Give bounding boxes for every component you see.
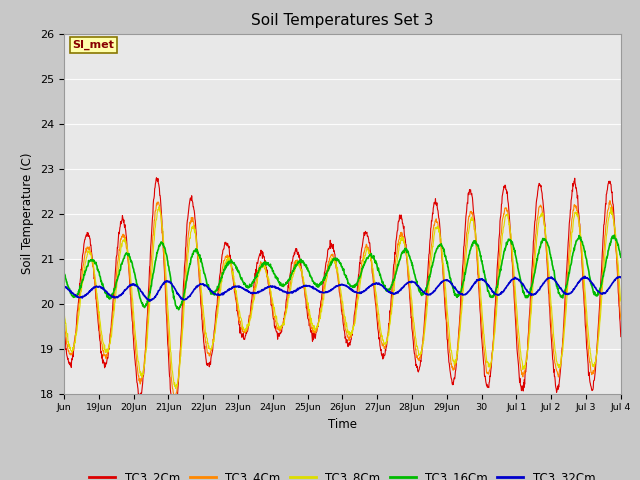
Line: TC3_32Cm: TC3_32Cm — [64, 276, 621, 301]
TC3_8Cm — [60, 310, 68, 316]
TC3_32Cm — [317, 289, 325, 295]
TC3_16Cm — [175, 307, 182, 312]
TC3_16Cm — [611, 232, 618, 238]
TC3_2Cm — [318, 291, 326, 297]
Line: TC3_4Cm: TC3_4Cm — [64, 201, 621, 397]
Line: TC3_16Cm: TC3_16Cm — [64, 235, 621, 310]
TC3_8Cm — [172, 385, 180, 391]
TC3_32Cm — [556, 285, 563, 290]
TC3_32Cm — [474, 277, 482, 283]
TC3_8Cm — [474, 260, 482, 266]
TC3_8Cm — [147, 282, 155, 288]
TC3_4Cm — [147, 260, 155, 266]
TC3_2Cm — [474, 273, 482, 278]
Text: SI_met: SI_met — [72, 40, 114, 50]
Y-axis label: Soil Temperature (C): Soil Temperature (C) — [22, 153, 35, 275]
TC3_8Cm — [155, 204, 163, 209]
TC3_16Cm — [147, 283, 155, 289]
TC3_4Cm — [171, 395, 179, 400]
TC3_4Cm — [611, 224, 618, 230]
TC3_2Cm — [556, 373, 564, 379]
TC3_32Cm — [60, 284, 68, 290]
TC3_4Cm — [60, 321, 68, 326]
TC3_32Cm — [617, 275, 625, 280]
TC3_16Cm — [617, 254, 625, 260]
TC3_4Cm — [556, 368, 563, 374]
TC3_2Cm — [153, 175, 161, 180]
Legend: TC3_2Cm, TC3_4Cm, TC3_8Cm, TC3_16Cm, TC3_32Cm: TC3_2Cm, TC3_4Cm, TC3_8Cm, TC3_16Cm, TC3… — [84, 466, 600, 480]
TC3_4Cm — [617, 316, 625, 322]
TC3_2Cm — [147, 240, 155, 245]
TC3_16Cm — [317, 279, 325, 285]
X-axis label: Time: Time — [328, 418, 357, 431]
TC3_16Cm — [556, 291, 563, 297]
TC3_32Cm — [328, 287, 336, 292]
TC3_8Cm — [318, 305, 326, 311]
TC3_2Cm — [170, 414, 178, 420]
TC3_16Cm — [60, 269, 68, 275]
TC3_4Cm — [317, 302, 325, 308]
TC3_16Cm — [610, 234, 618, 240]
TC3_2Cm — [611, 217, 618, 223]
TC3_8Cm — [328, 257, 336, 263]
TC3_2Cm — [617, 334, 625, 339]
Title: Soil Temperatures Set 3: Soil Temperatures Set 3 — [251, 13, 434, 28]
TC3_8Cm — [556, 363, 564, 369]
TC3_32Cm — [148, 298, 156, 303]
Line: TC3_8Cm: TC3_8Cm — [64, 206, 621, 388]
TC3_2Cm — [60, 325, 68, 331]
TC3_4Cm — [328, 252, 336, 257]
TC3_16Cm — [328, 258, 336, 264]
Line: TC3_2Cm: TC3_2Cm — [64, 178, 621, 417]
TC3_8Cm — [611, 222, 618, 228]
TC3_16Cm — [474, 242, 482, 248]
TC3_2Cm — [328, 245, 336, 251]
TC3_4Cm — [606, 198, 614, 204]
TC3_32Cm — [611, 278, 618, 284]
TC3_8Cm — [617, 298, 625, 304]
TC3_32Cm — [146, 298, 154, 304]
TC3_4Cm — [474, 267, 482, 273]
TC3_32Cm — [581, 274, 589, 279]
